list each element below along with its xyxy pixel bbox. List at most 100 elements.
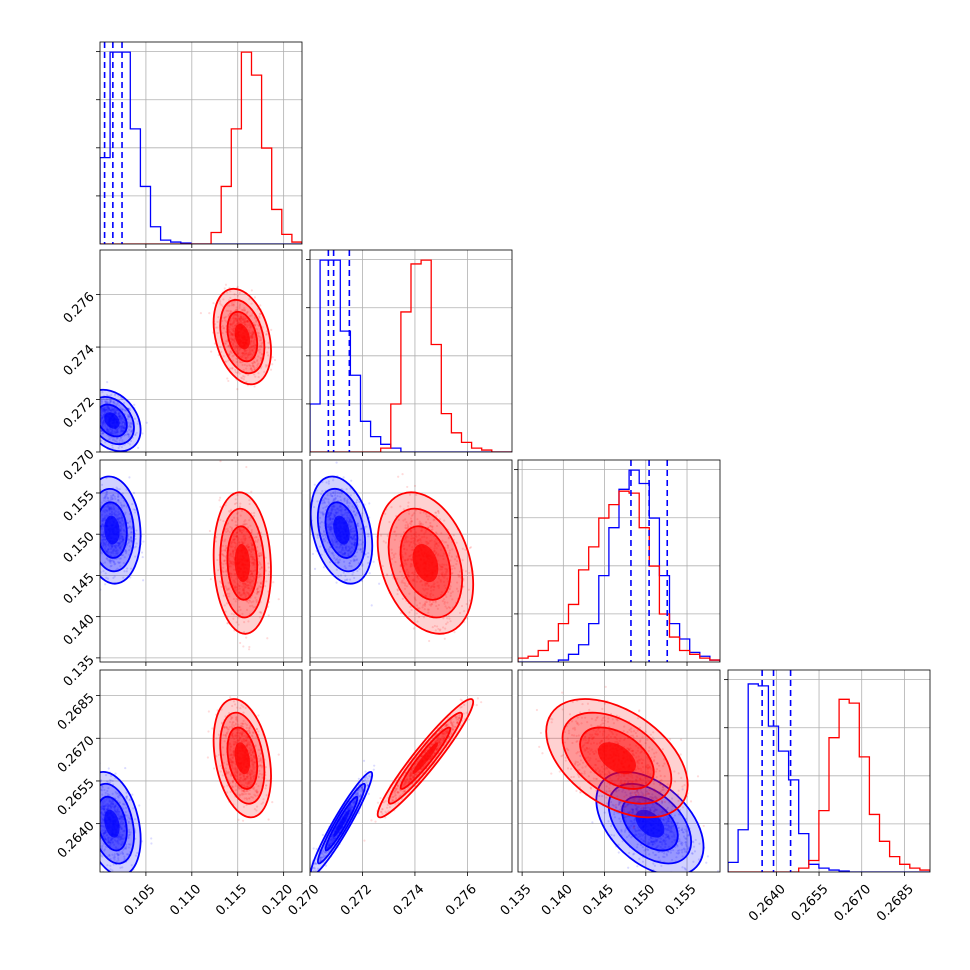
scatter-point	[435, 542, 438, 545]
scatter-point	[113, 511, 116, 514]
scatter-point	[328, 514, 332, 517]
scatter-point	[235, 317, 238, 320]
scatter-point	[350, 535, 353, 539]
scatter-point	[409, 557, 412, 561]
panel-content	[310, 460, 512, 662]
scatter-point	[102, 535, 106, 538]
scatter-point	[240, 315, 243, 319]
scatter-point	[337, 574, 340, 577]
scatter-point	[132, 508, 135, 511]
scatter-point	[86, 440, 88, 442]
scatter-point	[384, 541, 387, 544]
scatter-point	[87, 419, 89, 421]
scatter-point	[402, 577, 406, 580]
scatter-point	[232, 317, 235, 320]
scatter-point	[101, 519, 104, 522]
scatter-point	[95, 554, 97, 556]
scatter-point	[104, 497, 107, 500]
scatter-point	[243, 539, 246, 542]
scatter-point	[104, 774, 108, 777]
scatter-point	[253, 578, 256, 581]
scatter-point	[327, 531, 331, 535]
scatter-point	[229, 323, 232, 327]
scatter-point	[224, 538, 227, 541]
scatter-point	[103, 849, 106, 852]
scatter-point	[122, 528, 125, 531]
scatter-point	[249, 584, 252, 587]
scatter-point	[258, 616, 262, 619]
scatter-point	[124, 423, 127, 426]
scatter-point	[351, 537, 354, 541]
scatter-point	[409, 530, 413, 533]
scatter-point	[424, 583, 427, 586]
scatter-point	[89, 559, 91, 561]
scatter-point	[93, 521, 95, 523]
scatter-point	[118, 444, 121, 447]
scatter-point	[411, 571, 414, 575]
scatter-point	[102, 410, 105, 414]
scatter-point	[318, 516, 322, 519]
scatter-point	[116, 551, 119, 555]
scatter-point	[114, 497, 117, 500]
scatter-point	[263, 370, 266, 373]
panel-frame	[99, 41, 303, 245]
scatter-point	[330, 512, 333, 515]
scatter-point	[453, 558, 457, 561]
scatter-point	[113, 806, 116, 809]
scatter-point	[326, 494, 329, 497]
scatter-point	[448, 549, 451, 552]
scatter-point	[388, 520, 391, 524]
scatter-point	[120, 837, 123, 840]
scatter-point	[113, 429, 116, 432]
scatter-point	[331, 517, 334, 520]
scatter-point	[106, 552, 109, 555]
scatter-point	[104, 400, 107, 403]
scatter-point	[96, 556, 98, 558]
scatter-point	[329, 492, 333, 495]
scatter-point	[121, 418, 124, 421]
scatter-point	[331, 533, 334, 536]
scatter-point	[331, 505, 334, 509]
scatter-point	[254, 539, 257, 542]
scatter-point	[116, 549, 120, 552]
scatter-point	[243, 620, 246, 624]
scatter-point	[223, 287, 226, 290]
scatter-point	[241, 352, 244, 355]
scatter-point	[105, 429, 109, 432]
scatter-point	[328, 516, 331, 519]
scatter-point	[120, 422, 124, 425]
scatter-point	[349, 559, 352, 563]
scatter-point	[384, 512, 387, 515]
panel-2-2	[514, 459, 721, 666]
scatter-point	[415, 580, 418, 583]
scatter-point	[117, 859, 120, 862]
scatter-point	[101, 423, 104, 426]
scatter-point	[228, 562, 231, 566]
scatter-point	[256, 358, 259, 361]
scatter-point	[122, 425, 126, 429]
scatter-point	[114, 411, 117, 414]
scatter-point	[250, 349, 253, 352]
scatter-point	[405, 541, 408, 544]
scatter-point	[243, 587, 246, 590]
scatter-point	[90, 421, 92, 423]
scatter-point	[331, 539, 334, 543]
scatter-point	[439, 578, 442, 582]
scatter-point	[347, 545, 350, 548]
scatter-point	[350, 521, 353, 524]
scatter-point	[255, 328, 259, 331]
scatter-point	[224, 556, 228, 559]
scatter-point	[403, 559, 406, 562]
scatter-point	[128, 415, 131, 418]
scatter-point	[366, 555, 370, 559]
scatter-point	[260, 566, 263, 569]
scatter-point	[102, 517, 105, 521]
scatter-point	[93, 821, 95, 823]
scatter-point	[114, 791, 117, 794]
scatter-point	[96, 800, 98, 802]
scatter-point	[406, 558, 409, 561]
scatter-point	[217, 315, 220, 319]
scatter-point	[100, 571, 102, 574]
scatter-point	[243, 323, 246, 326]
scatter-point	[271, 363, 274, 366]
